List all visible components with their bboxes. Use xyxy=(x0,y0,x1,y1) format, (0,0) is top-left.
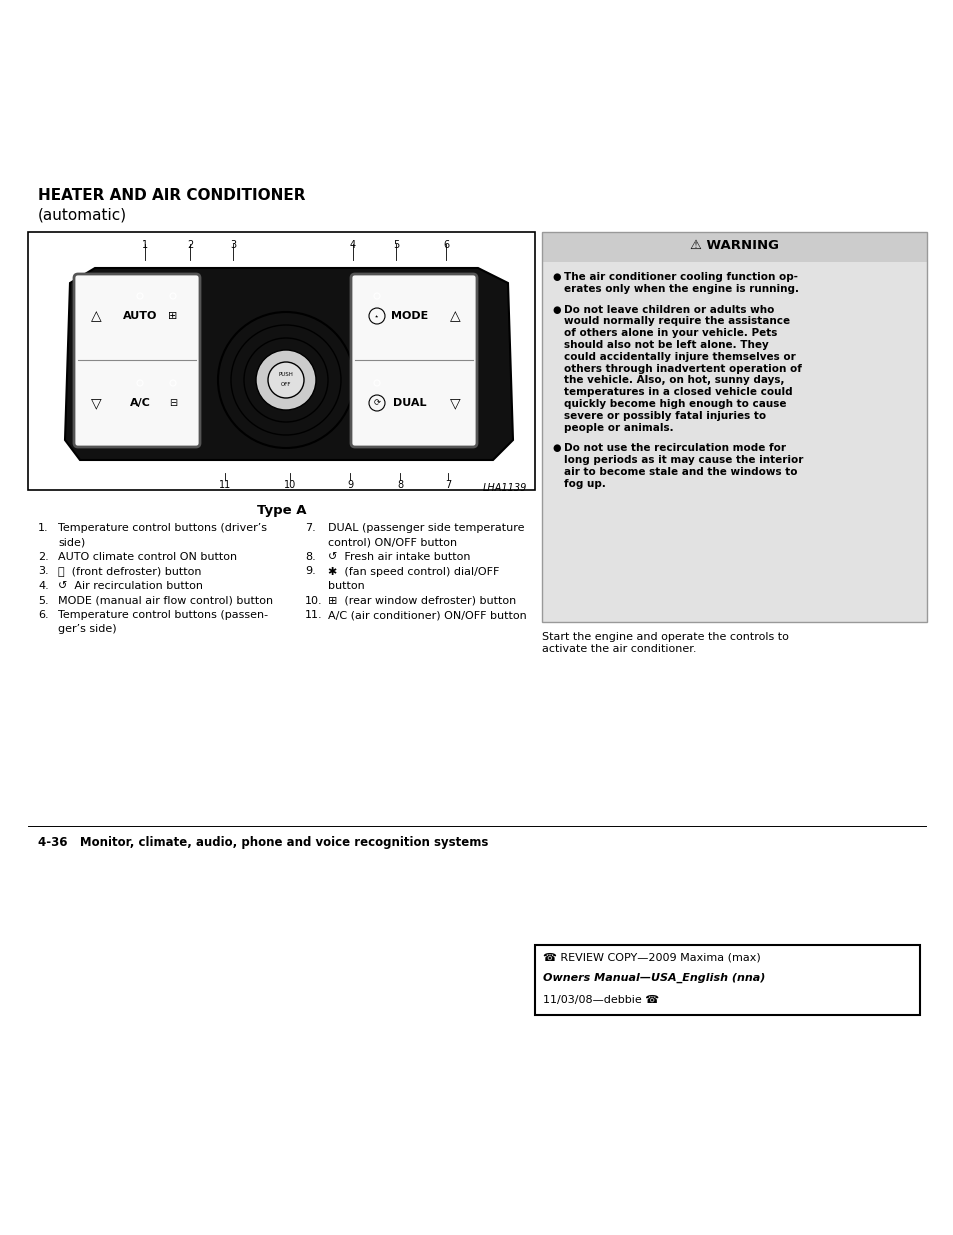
Text: 1.: 1. xyxy=(38,522,49,534)
Text: ⚠ WARNING: ⚠ WARNING xyxy=(689,240,779,252)
Text: 11.: 11. xyxy=(305,610,322,620)
Text: Temperature control buttons (passen-: Temperature control buttons (passen- xyxy=(58,610,268,620)
Text: DUAL (passenger side temperature: DUAL (passenger side temperature xyxy=(328,522,524,534)
Text: ger’s side): ger’s side) xyxy=(58,625,116,635)
FancyBboxPatch shape xyxy=(351,274,476,447)
Text: ↺  Air recirculation button: ↺ Air recirculation button xyxy=(58,580,203,592)
Text: should also not be left alone. They: should also not be left alone. They xyxy=(563,340,768,350)
Text: ⊞: ⊞ xyxy=(168,311,177,321)
Text: AUTO: AUTO xyxy=(123,311,157,321)
Text: PUSH: PUSH xyxy=(278,373,294,378)
Text: side): side) xyxy=(58,537,85,547)
Text: Do not leave children or adults who: Do not leave children or adults who xyxy=(563,305,774,315)
Text: 8: 8 xyxy=(396,480,402,490)
Text: people or animals.: people or animals. xyxy=(563,422,673,432)
Text: 11/03/08—debbie ☎: 11/03/08—debbie ☎ xyxy=(542,995,659,1005)
Text: Start the engine and operate the controls to
activate the air conditioner.: Start the engine and operate the control… xyxy=(541,632,788,653)
Text: of others alone in your vehicle. Pets: of others alone in your vehicle. Pets xyxy=(563,329,777,338)
Text: Temperature control buttons (driver’s: Temperature control buttons (driver’s xyxy=(58,522,267,534)
Text: long periods as it may cause the interior: long periods as it may cause the interio… xyxy=(563,456,802,466)
Text: 4.: 4. xyxy=(38,580,49,592)
Text: 6: 6 xyxy=(442,240,449,249)
Bar xyxy=(541,232,926,622)
Text: 2.: 2. xyxy=(38,552,49,562)
Text: temperatures in a closed vehicle could: temperatures in a closed vehicle could xyxy=(563,388,792,398)
Text: 3: 3 xyxy=(230,240,235,249)
Text: HEATER AND AIR CONDITIONER: HEATER AND AIR CONDITIONER xyxy=(38,188,305,203)
Text: △: △ xyxy=(449,309,460,324)
Text: ●: ● xyxy=(552,272,560,282)
Text: air to become stale and the windows to: air to become stale and the windows to xyxy=(563,467,797,477)
Text: ●: ● xyxy=(552,443,560,453)
Text: OFF: OFF xyxy=(280,383,291,388)
Text: button: button xyxy=(328,580,364,592)
Text: 5.: 5. xyxy=(38,595,49,605)
Circle shape xyxy=(255,350,315,410)
Polygon shape xyxy=(65,268,513,459)
Bar xyxy=(541,232,926,262)
Text: ✱  (fan speed control) dial/OFF: ✱ (fan speed control) dial/OFF xyxy=(328,567,498,577)
Text: erates only when the engine is running.: erates only when the engine is running. xyxy=(563,284,799,294)
Text: quickly become high enough to cause: quickly become high enough to cause xyxy=(563,399,785,409)
Text: 8.: 8. xyxy=(305,552,315,562)
Text: (automatic): (automatic) xyxy=(38,207,127,224)
Text: control) ON/OFF button: control) ON/OFF button xyxy=(328,537,456,547)
Text: 4: 4 xyxy=(350,240,355,249)
Text: 6.: 6. xyxy=(38,610,49,620)
Text: △: △ xyxy=(91,309,101,324)
Text: 9.: 9. xyxy=(305,567,315,577)
Text: MODE (manual air flow control) button: MODE (manual air flow control) button xyxy=(58,595,273,605)
Text: A/C: A/C xyxy=(130,398,151,408)
Text: DUAL: DUAL xyxy=(393,398,426,408)
Text: would normally require the assistance: would normally require the assistance xyxy=(563,316,789,326)
Text: others through inadvertent operation of: others through inadvertent operation of xyxy=(563,363,801,374)
Text: 9: 9 xyxy=(347,480,353,490)
Text: ⊟: ⊟ xyxy=(169,398,177,408)
Bar xyxy=(535,945,919,1015)
Text: A/C (air conditioner) ON/OFF button: A/C (air conditioner) ON/OFF button xyxy=(328,610,526,620)
Text: 5: 5 xyxy=(393,240,398,249)
Text: ▽: ▽ xyxy=(449,396,460,410)
Text: fog up.: fog up. xyxy=(563,479,605,489)
Text: LHA1139: LHA1139 xyxy=(482,483,526,493)
Text: ⋆: ⋆ xyxy=(374,311,379,321)
Text: 1: 1 xyxy=(142,240,148,249)
Text: ▽: ▽ xyxy=(91,396,101,410)
Text: Owners Manual—USA_English (nna): Owners Manual—USA_English (nna) xyxy=(542,973,764,983)
Bar xyxy=(28,232,535,490)
Text: 2: 2 xyxy=(187,240,193,249)
Text: ☎ REVIEW COPY—2009 Maxima (max): ☎ REVIEW COPY—2009 Maxima (max) xyxy=(542,953,760,963)
Text: ⊞  (rear window defroster) button: ⊞ (rear window defroster) button xyxy=(328,595,516,605)
Text: 3.: 3. xyxy=(38,567,49,577)
Text: 4-36   Monitor, climate, audio, phone and voice recognition systems: 4-36 Monitor, climate, audio, phone and … xyxy=(38,836,488,848)
Text: 10.: 10. xyxy=(305,595,322,605)
Text: 10: 10 xyxy=(284,480,295,490)
Text: severe or possibly fatal injuries to: severe or possibly fatal injuries to xyxy=(563,411,765,421)
Text: Type A: Type A xyxy=(257,504,307,517)
Text: 11: 11 xyxy=(218,480,231,490)
Text: ↺  Fresh air intake button: ↺ Fresh air intake button xyxy=(328,552,470,562)
Bar xyxy=(541,262,926,622)
Text: 7: 7 xyxy=(444,480,451,490)
Text: Do not use the recirculation mode for: Do not use the recirculation mode for xyxy=(563,443,785,453)
FancyBboxPatch shape xyxy=(74,274,200,447)
Text: The air conditioner cooling function op-: The air conditioner cooling function op- xyxy=(563,272,797,282)
Text: ⟳: ⟳ xyxy=(374,399,380,408)
Text: 7.: 7. xyxy=(305,522,315,534)
Text: AUTO climate control ON button: AUTO climate control ON button xyxy=(58,552,237,562)
Text: could accidentally injure themselves or: could accidentally injure themselves or xyxy=(563,352,795,362)
Text: MODE: MODE xyxy=(391,311,428,321)
Text: ●: ● xyxy=(552,305,560,315)
Text: the vehicle. Also, on hot, sunny days,: the vehicle. Also, on hot, sunny days, xyxy=(563,375,783,385)
Text: Ⓝ  (front defroster) button: Ⓝ (front defroster) button xyxy=(58,567,201,577)
Circle shape xyxy=(268,362,304,398)
